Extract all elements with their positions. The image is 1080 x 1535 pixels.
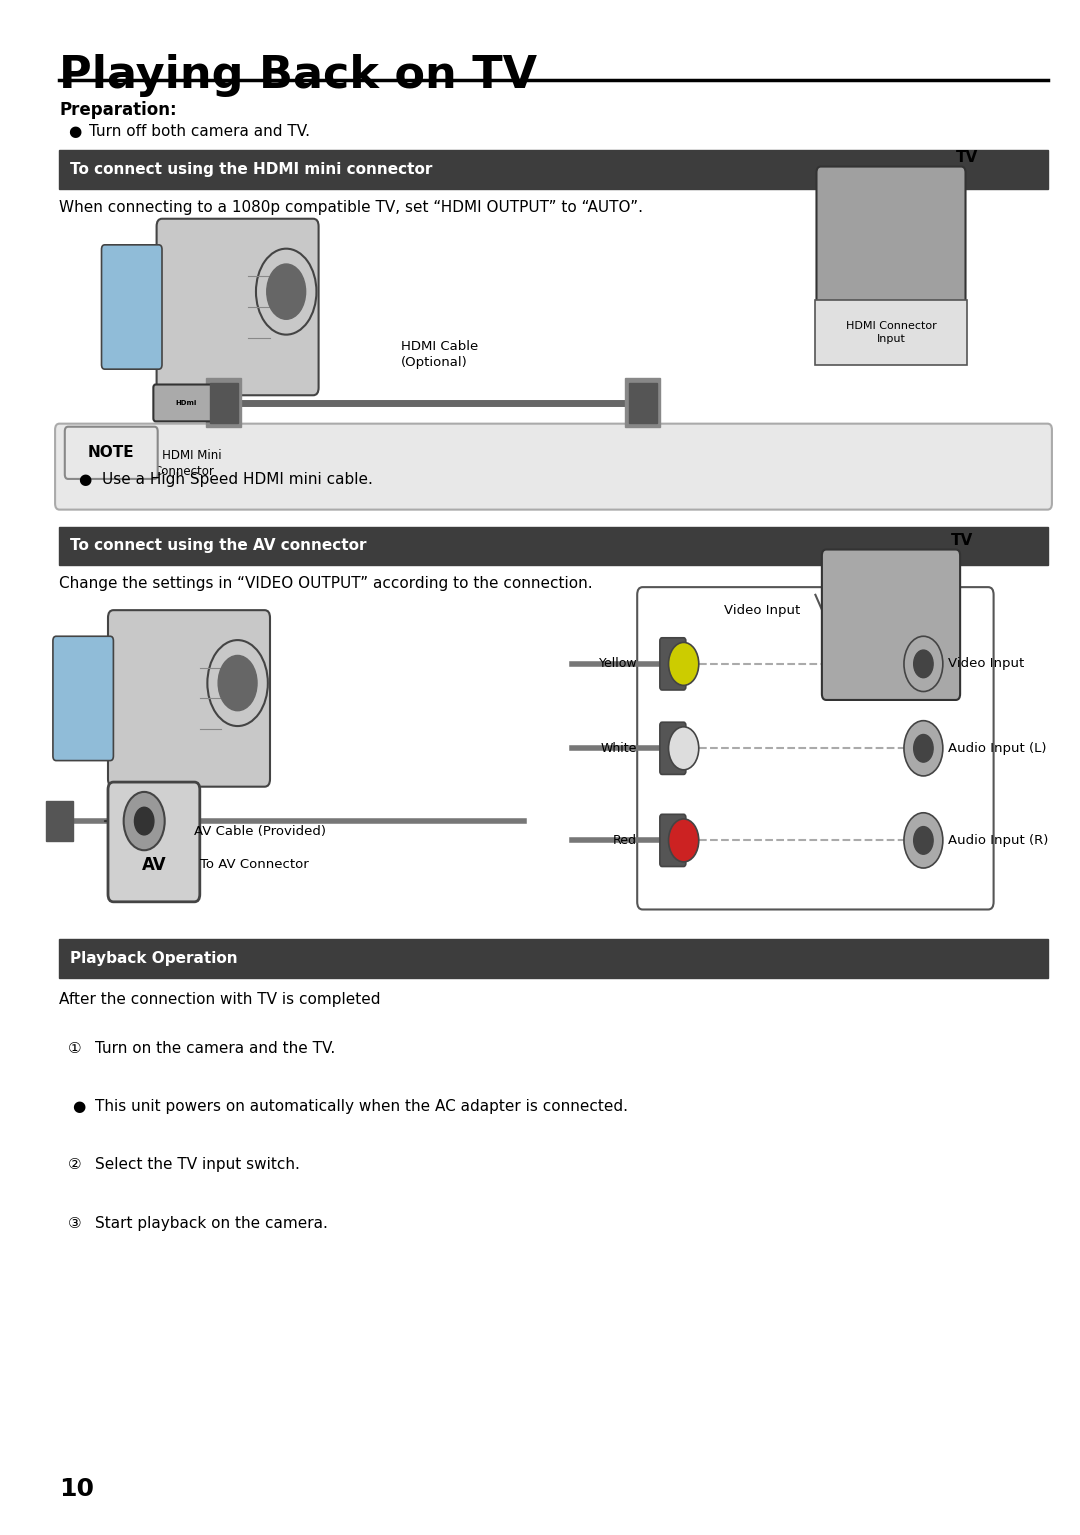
Circle shape <box>669 820 699 863</box>
Text: Video Input: Video Input <box>948 657 1025 671</box>
Text: TV: TV <box>950 533 973 548</box>
Text: ●: ● <box>68 124 81 140</box>
Bar <box>625 378 660 427</box>
Text: Select the TV input switch.: Select the TV input switch. <box>95 1157 300 1173</box>
Text: After the connection with TV is completed: After the connection with TV is complete… <box>59 992 381 1007</box>
Text: HDMI Cable
(Optional): HDMI Cable (Optional) <box>401 341 478 368</box>
FancyBboxPatch shape <box>822 550 960 700</box>
Bar <box>45 801 72 841</box>
Circle shape <box>904 814 943 869</box>
Circle shape <box>914 734 933 761</box>
Text: Change the settings in “VIDEO OUTPUT” according to the connection.: Change the settings in “VIDEO OUTPUT” ac… <box>59 576 593 591</box>
Circle shape <box>914 826 933 853</box>
Text: TV: TV <box>956 150 978 166</box>
Circle shape <box>134 807 153 835</box>
Text: ③: ③ <box>68 1216 82 1231</box>
Bar <box>59 527 1048 565</box>
Text: Playing Back on TV: Playing Back on TV <box>59 54 538 97</box>
Circle shape <box>267 264 306 319</box>
Text: Audio Input (R): Audio Input (R) <box>948 834 1049 847</box>
Text: Audio Input (L): Audio Input (L) <box>948 741 1047 755</box>
Text: Playback Operation: Playback Operation <box>70 952 238 966</box>
Text: ●  Use a High Speed HDMI mini cable.: ● Use a High Speed HDMI mini cable. <box>79 471 373 487</box>
Circle shape <box>669 726 699 769</box>
Text: To HDMI Mini
Connector: To HDMI Mini Connector <box>146 448 221 477</box>
FancyBboxPatch shape <box>53 635 113 760</box>
Text: ②: ② <box>68 1157 82 1173</box>
Text: HDmi: HDmi <box>175 401 197 405</box>
Text: Yellow: Yellow <box>598 657 637 671</box>
Text: White: White <box>600 741 637 755</box>
Text: To connect using the HDMI mini connector: To connect using the HDMI mini connector <box>70 163 433 177</box>
Circle shape <box>904 635 943 691</box>
FancyBboxPatch shape <box>637 586 994 909</box>
Circle shape <box>914 649 933 677</box>
Text: HDMI Connector
Input: HDMI Connector Input <box>846 321 936 344</box>
FancyBboxPatch shape <box>660 721 686 774</box>
FancyBboxPatch shape <box>108 781 200 901</box>
Bar <box>210 382 238 422</box>
Text: To AV Connector: To AV Connector <box>200 858 309 872</box>
Bar <box>59 939 1048 978</box>
FancyBboxPatch shape <box>660 637 686 689</box>
Text: ①: ① <box>68 1041 82 1056</box>
FancyBboxPatch shape <box>65 427 158 479</box>
FancyBboxPatch shape <box>153 384 218 421</box>
Text: Turn off both camera and TV.: Turn off both camera and TV. <box>89 124 310 140</box>
Text: Preparation:: Preparation: <box>59 101 177 120</box>
FancyBboxPatch shape <box>55 424 1052 510</box>
Bar <box>59 150 1048 189</box>
Text: Red: Red <box>613 834 637 847</box>
Circle shape <box>669 642 699 685</box>
Text: ●: ● <box>72 1099 85 1114</box>
Bar <box>629 382 657 422</box>
Text: AV Cable (Provided): AV Cable (Provided) <box>194 824 326 838</box>
FancyBboxPatch shape <box>816 167 966 325</box>
Circle shape <box>218 655 257 711</box>
Text: NOTE: NOTE <box>87 445 135 460</box>
Bar <box>206 378 241 427</box>
FancyBboxPatch shape <box>660 814 686 866</box>
FancyBboxPatch shape <box>108 609 270 786</box>
Bar <box>815 299 967 364</box>
Text: Start playback on the camera.: Start playback on the camera. <box>95 1216 328 1231</box>
Text: When connecting to a 1080p compatible TV, set “HDMI OUTPUT” to “AUTO”.: When connecting to a 1080p compatible TV… <box>59 200 644 215</box>
Text: To connect using the AV connector: To connect using the AV connector <box>70 539 367 553</box>
Text: Turn on the camera and the TV.: Turn on the camera and the TV. <box>95 1041 335 1056</box>
Text: This unit powers on automatically when the AC adapter is connected.: This unit powers on automatically when t… <box>95 1099 629 1114</box>
Text: 10: 10 <box>59 1477 94 1501</box>
Circle shape <box>123 792 164 850</box>
Text: Video Input: Video Input <box>724 603 800 617</box>
Text: AV: AV <box>141 857 166 873</box>
FancyBboxPatch shape <box>102 244 162 368</box>
FancyBboxPatch shape <box>157 218 319 394</box>
Circle shape <box>904 720 943 775</box>
